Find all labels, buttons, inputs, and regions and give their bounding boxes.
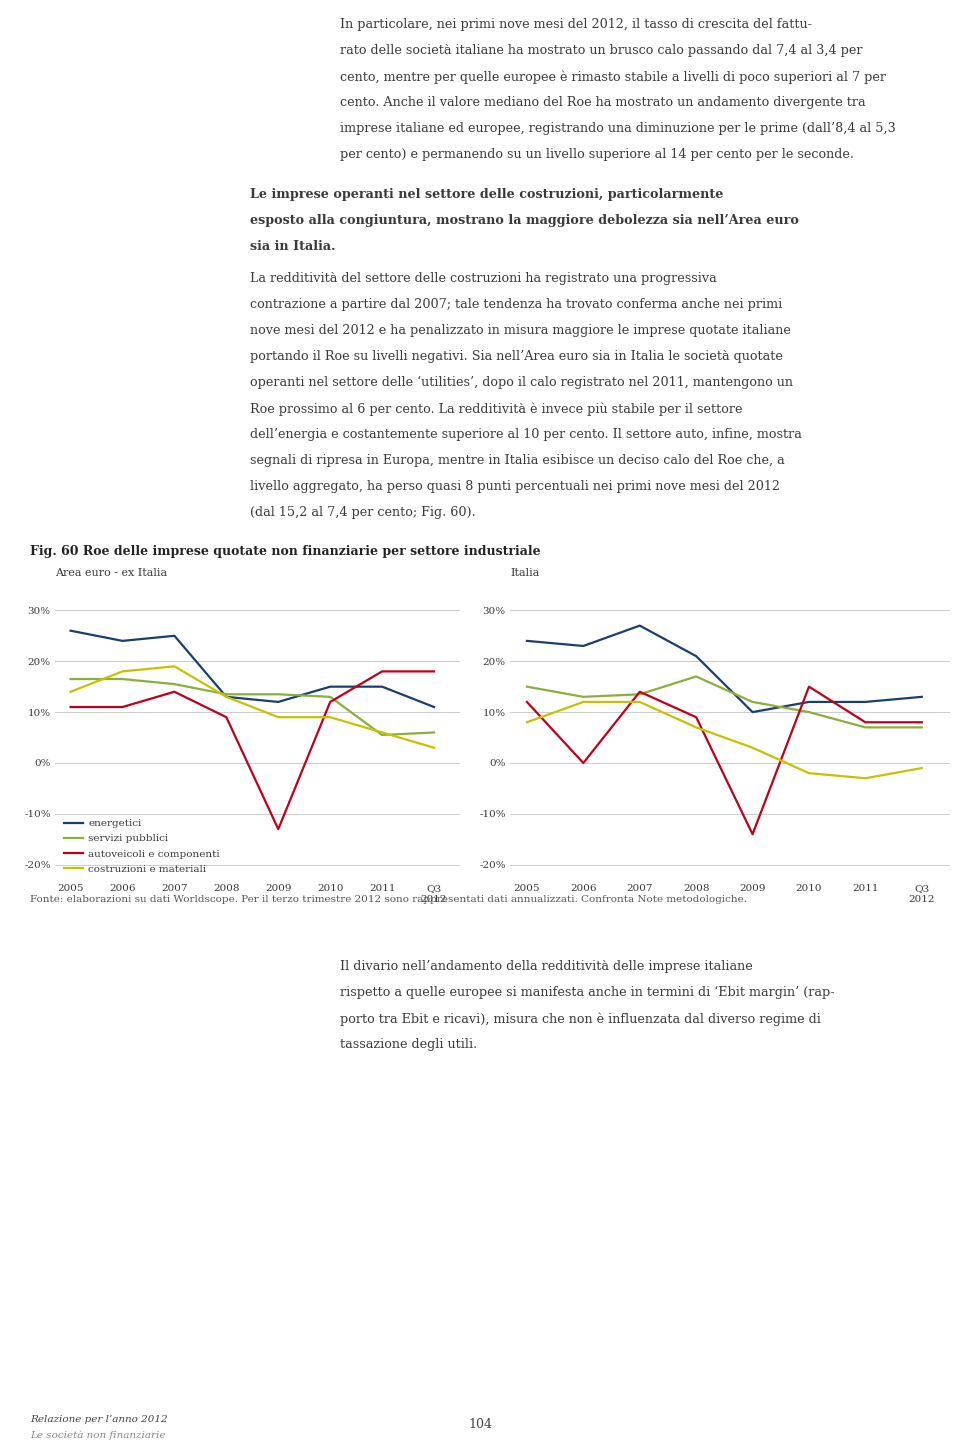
Text: sia in Italia.: sia in Italia. xyxy=(250,240,335,253)
Text: Roe prossimo al 6 per cento. La redditività è invece più stabile per il settore: Roe prossimo al 6 per cento. La redditiv… xyxy=(250,402,742,415)
Text: 104: 104 xyxy=(468,1418,492,1431)
Text: imprese italiane ed europee, registrando una diminuzione per le prime (dall’8,4 : imprese italiane ed europee, registrando… xyxy=(340,122,896,135)
Text: In particolare, nei primi nove mesi del 2012, il tasso di crescita del fattu-: In particolare, nei primi nove mesi del … xyxy=(340,17,812,31)
Text: operanti nel settore delle ‘utilities’, dopo il calo registrato nel 2011, manten: operanti nel settore delle ‘utilities’, … xyxy=(250,376,793,389)
Text: Fig. 60 Roe delle imprese quotate non finanziarie per settore industriale: Fig. 60 Roe delle imprese quotate non fi… xyxy=(30,545,540,558)
Text: Area euro - ex Italia: Area euro - ex Italia xyxy=(55,568,167,578)
Text: esposto alla congiuntura, mostrano la maggiore debolezza sia nell’Area euro: esposto alla congiuntura, mostrano la ma… xyxy=(250,214,799,227)
Text: Le società non finanziarie: Le società non finanziarie xyxy=(30,1430,165,1440)
Text: cento. Anche il valore mediano del Roe ha mostrato un andamento divergente tra: cento. Anche il valore mediano del Roe h… xyxy=(340,96,866,109)
Text: livello aggregato, ha perso quasi 8 punti percentuali nei primi nove mesi del 20: livello aggregato, ha perso quasi 8 punt… xyxy=(250,480,780,494)
Text: Fonte: elaborazioni su dati Worldscope. Per il terzo trimestre 2012 sono rappres: Fonte: elaborazioni su dati Worldscope. … xyxy=(30,895,747,904)
Legend: energetici, servizi pubblici, autoveicoli e componenti, costruzioni e materiali: energetici, servizi pubblici, autoveicol… xyxy=(60,815,224,878)
Text: Le imprese operanti nel settore delle costruzioni, particolarmente: Le imprese operanti nel settore delle co… xyxy=(250,188,724,201)
Text: tassazione degli utili.: tassazione degli utili. xyxy=(340,1038,477,1051)
Text: Relazione per l’anno 2012: Relazione per l’anno 2012 xyxy=(30,1415,168,1424)
Text: Italia: Italia xyxy=(510,568,540,578)
Text: nove mesi del 2012 e ha penalizzato in misura maggiore le imprese quotate italia: nove mesi del 2012 e ha penalizzato in m… xyxy=(250,325,791,336)
Text: La redditività del settore delle costruzioni ha registrato una progressiva: La redditività del settore delle costruz… xyxy=(250,272,717,285)
Text: segnali di ripresa in Europa, mentre in Italia esibisce un deciso calo del Roe c: segnali di ripresa in Europa, mentre in … xyxy=(250,454,784,467)
Text: porto tra Ebit e ricavi), misura che non è influenzata dal diverso regime di: porto tra Ebit e ricavi), misura che non… xyxy=(340,1012,821,1025)
Text: contrazione a partire dal 2007; tale tendenza ha trovato conferma anche nei prim: contrazione a partire dal 2007; tale ten… xyxy=(250,298,782,312)
Text: (dal 15,2 al 7,4 per cento; Fig. 60).: (dal 15,2 al 7,4 per cento; Fig. 60). xyxy=(250,507,476,518)
Text: Il divario nell’andamento della redditività delle imprese italiane: Il divario nell’andamento della redditiv… xyxy=(340,960,753,973)
Text: portando il Roe su livelli negativi. Sia nell’Area euro sia in Italia le società: portando il Roe su livelli negativi. Sia… xyxy=(250,349,782,363)
Text: rispetto a quelle europee si manifesta anche in termini di ‘Ebit margin’ (rap-: rispetto a quelle europee si manifesta a… xyxy=(340,986,834,999)
Text: dell’energia e costantemente superiore al 10 per cento. Il settore auto, infine,: dell’energia e costantemente superiore a… xyxy=(250,428,802,441)
Text: per cento) e permanendo su un livello superiore al 14 per cento per le seconde.: per cento) e permanendo su un livello su… xyxy=(340,149,854,162)
Text: cento, mentre per quelle europee è rimasto stabile a livelli di poco superiori a: cento, mentre per quelle europee è rimas… xyxy=(340,70,886,83)
Text: rato delle società italiane ha mostrato un brusco calo passando dal 7,4 al 3,4 p: rato delle società italiane ha mostrato … xyxy=(340,44,862,57)
